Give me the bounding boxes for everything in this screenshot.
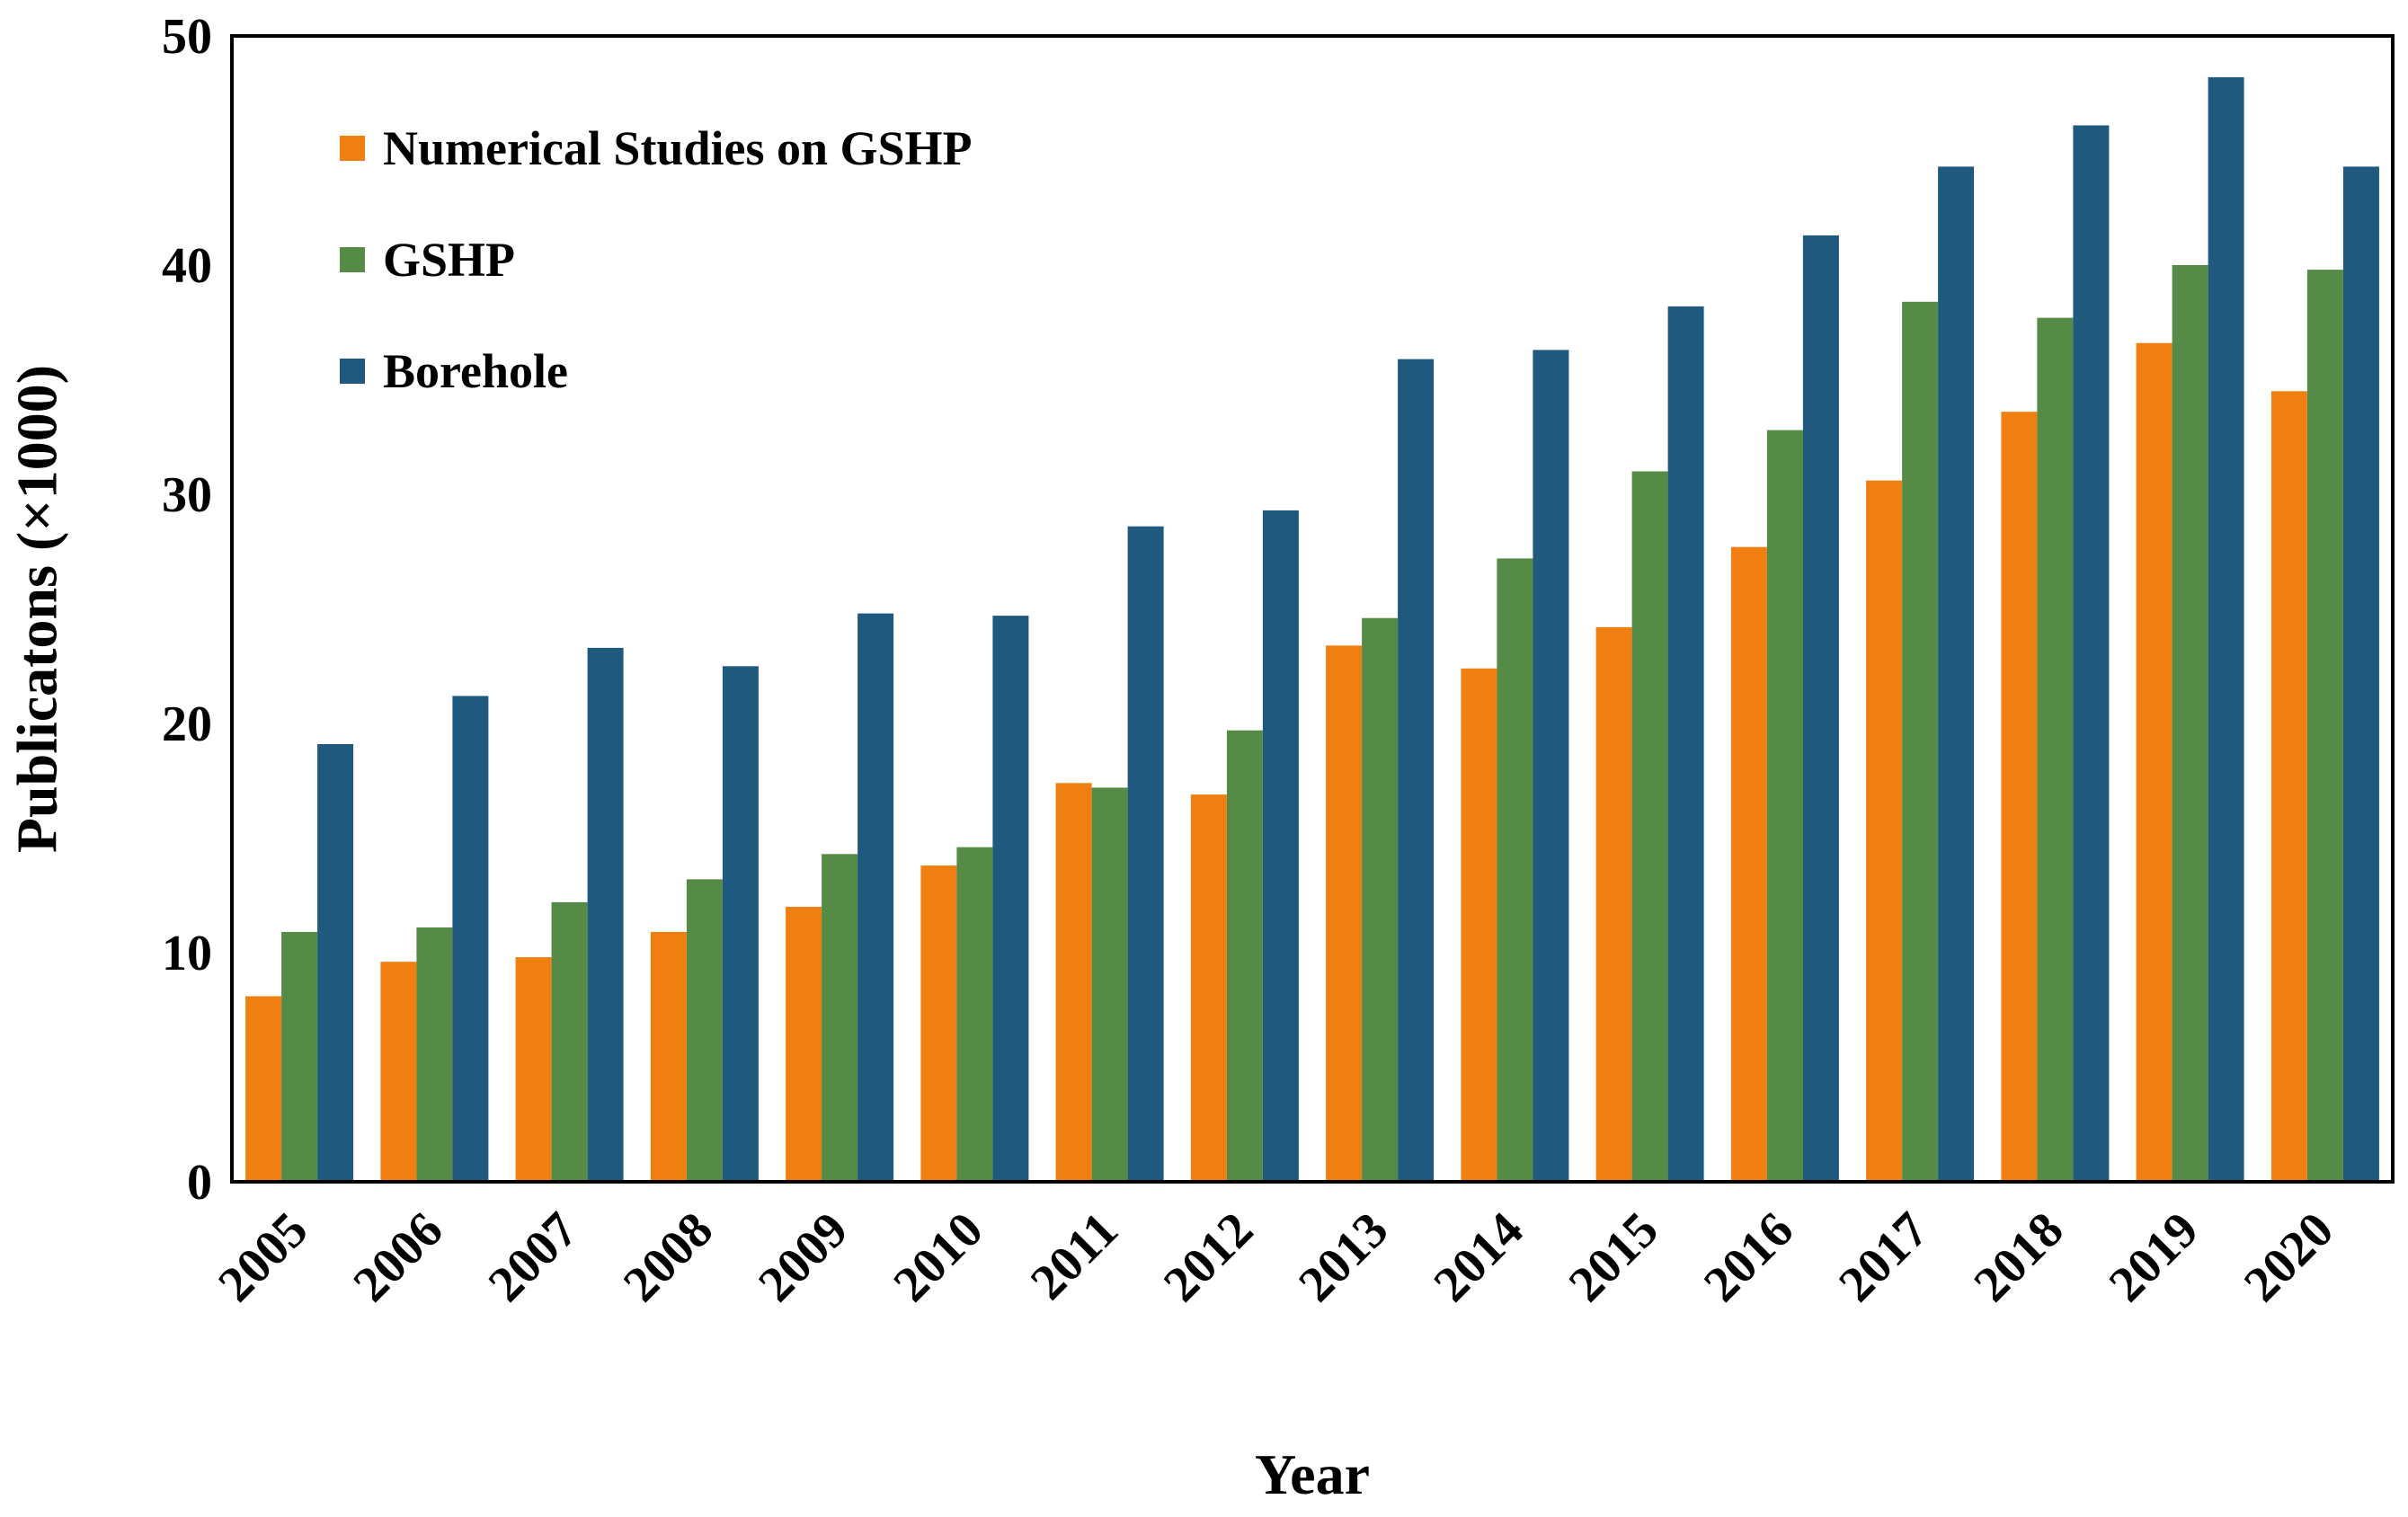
y-tick-label-20: 20 bbox=[162, 696, 212, 752]
bar-gshp-2007 bbox=[551, 901, 588, 1182]
legend-label-borehole: Borehole bbox=[383, 344, 568, 398]
bar-borehole-2012 bbox=[1262, 510, 1299, 1182]
x-tick-label-2020: 2020 bbox=[2234, 1202, 2344, 1312]
legend: Numerical Studies on GSHP GSHP Borehole bbox=[340, 121, 973, 398]
bar-gshp-2009 bbox=[822, 854, 858, 1182]
y-tick-label-50: 50 bbox=[162, 9, 212, 65]
bar-numerical-studies-on-gshp-2014 bbox=[1461, 668, 1497, 1182]
bar-numerical-studies-on-gshp-2008 bbox=[650, 932, 687, 1182]
y-tick-label-10: 10 bbox=[162, 926, 212, 981]
bar-numerical-studies-on-gshp-2012 bbox=[1190, 794, 1227, 1182]
bar-gshp-2010 bbox=[956, 847, 993, 1182]
bar-borehole-2009 bbox=[857, 613, 894, 1182]
x-tick-label-2010: 2010 bbox=[884, 1202, 994, 1312]
bar-gshp-2016 bbox=[1766, 430, 1803, 1183]
bar-numerical-studies-on-gshp-2007 bbox=[515, 957, 552, 1182]
x-tick-label-2013: 2013 bbox=[1288, 1202, 1399, 1312]
x-tick-label-2015: 2015 bbox=[1559, 1202, 1669, 1312]
bar-gshp-2014 bbox=[1497, 558, 1533, 1182]
x-tick-label-2007: 2007 bbox=[478, 1202, 589, 1312]
legend-label-gshp: GSHP bbox=[383, 233, 515, 287]
bar-numerical-studies-on-gshp-2013 bbox=[1326, 645, 1363, 1182]
bar-borehole-2018 bbox=[2073, 125, 2110, 1182]
bar-borehole-2005 bbox=[317, 744, 354, 1182]
bar-gshp-2020 bbox=[2306, 270, 2343, 1183]
bar-borehole-2010 bbox=[992, 616, 1029, 1182]
bar-borehole-2015 bbox=[1667, 306, 1704, 1182]
bar-numerical-studies-on-gshp-2015 bbox=[1595, 626, 1632, 1182]
bar-borehole-2020 bbox=[2342, 166, 2379, 1182]
bar-gshp-2015 bbox=[1631, 471, 1668, 1182]
legend-swatch-gshp bbox=[340, 247, 365, 272]
bar-borehole-2014 bbox=[1533, 350, 1569, 1182]
x-tick-label-2006: 2006 bbox=[343, 1202, 454, 1312]
bar-numerical-studies-on-gshp-2018 bbox=[2001, 412, 2038, 1182]
bar-numerical-studies-on-gshp-2010 bbox=[920, 865, 957, 1182]
bar-borehole-2017 bbox=[1938, 166, 1975, 1182]
bar-numerical-studies-on-gshp-2009 bbox=[786, 907, 822, 1182]
bar-gshp-2017 bbox=[1902, 301, 1939, 1182]
bars-layer bbox=[245, 76, 2379, 1183]
legend-swatch-numerical-studies-on-gshp bbox=[340, 136, 365, 161]
x-tick-label-2016: 2016 bbox=[1693, 1202, 1804, 1312]
bar-gshp-2006 bbox=[416, 927, 453, 1182]
bar-gshp-2008 bbox=[686, 879, 723, 1182]
x-tick-label-2008: 2008 bbox=[613, 1202, 724, 1312]
x-tick-label-2011: 2011 bbox=[1020, 1202, 1129, 1310]
bar-borehole-2011 bbox=[1127, 526, 1164, 1182]
x-tick-label-2012: 2012 bbox=[1153, 1202, 1264, 1312]
x-tick-label-2019: 2019 bbox=[2099, 1202, 2209, 1312]
bar-borehole-2006 bbox=[452, 696, 489, 1182]
legend-swatch-borehole bbox=[340, 359, 365, 384]
bar-numerical-studies-on-gshp-2019 bbox=[2136, 342, 2173, 1182]
bar-numerical-studies-on-gshp-2011 bbox=[1055, 783, 1092, 1182]
x-tick-label-2018: 2018 bbox=[1964, 1202, 2075, 1312]
bar-numerical-studies-on-gshp-2017 bbox=[1866, 480, 1903, 1182]
legend-label-numerical-studies-on-gshp: Numerical Studies on GSHP bbox=[383, 121, 973, 175]
bar-borehole-2008 bbox=[722, 666, 759, 1183]
bar-numerical-studies-on-gshp-2005 bbox=[245, 996, 282, 1182]
bar-gshp-2012 bbox=[1226, 730, 1263, 1182]
bar-gshp-2019 bbox=[2172, 265, 2208, 1182]
bar-numerical-studies-on-gshp-2016 bbox=[1730, 546, 1767, 1182]
y-axis-ticks: 0 10 20 30 40 50 bbox=[162, 9, 212, 1211]
bar-numerical-studies-on-gshp-2006 bbox=[380, 962, 417, 1182]
x-tick-label-2005: 2005 bbox=[208, 1202, 318, 1312]
x-tick-label-2017: 2017 bbox=[1828, 1202, 1939, 1312]
x-axis-ticks: 2005 2006 2007 2008 2009 2010 2011 2012 2013 2014… bbox=[208, 1202, 2344, 1312]
bar-borehole-2007 bbox=[587, 647, 624, 1182]
bar-numerical-studies-on-gshp-2020 bbox=[2270, 391, 2307, 1182]
x-tick-label-2009: 2009 bbox=[748, 1202, 858, 1312]
bar-gshp-2011 bbox=[1091, 787, 1128, 1182]
y-axis-title: Publicatons (×1000) bbox=[5, 365, 69, 853]
bar-borehole-2019 bbox=[2208, 76, 2244, 1182]
plot-frame bbox=[230, 34, 2395, 1184]
bar-borehole-2016 bbox=[1802, 235, 1839, 1182]
x-axis-title: Year bbox=[1255, 1442, 1370, 1506]
bar-gshp-2005 bbox=[281, 932, 318, 1182]
y-tick-label-30: 30 bbox=[162, 467, 212, 523]
bar-borehole-2013 bbox=[1398, 359, 1435, 1183]
bar-gshp-2018 bbox=[2037, 317, 2074, 1183]
bar-gshp-2013 bbox=[1362, 617, 1399, 1182]
y-tick-label-0: 0 bbox=[187, 1155, 212, 1211]
y-tick-label-40: 40 bbox=[162, 238, 212, 294]
x-tick-label-2014: 2014 bbox=[1424, 1202, 1534, 1312]
